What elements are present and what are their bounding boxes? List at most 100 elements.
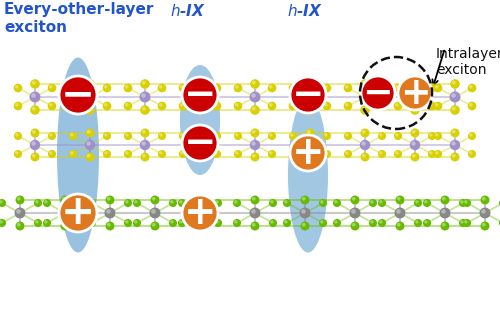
Circle shape [412,130,416,134]
Circle shape [302,223,306,226]
Circle shape [284,220,288,224]
Circle shape [68,102,78,110]
Ellipse shape [288,98,328,253]
Circle shape [362,130,366,134]
Circle shape [459,199,467,207]
Circle shape [252,130,256,134]
Circle shape [150,196,160,204]
Circle shape [468,132,476,140]
Circle shape [270,200,274,203]
Circle shape [179,220,182,224]
Circle shape [305,79,315,89]
Text: −: − [184,124,216,162]
Circle shape [412,81,416,85]
Circle shape [424,220,428,224]
Circle shape [252,197,256,201]
Circle shape [307,130,310,134]
Circle shape [395,103,398,106]
Circle shape [32,130,35,134]
Circle shape [345,151,348,155]
Circle shape [252,154,256,158]
Circle shape [86,107,90,111]
Circle shape [480,208,490,219]
Circle shape [290,103,294,106]
Circle shape [442,197,446,201]
Circle shape [463,219,471,227]
Circle shape [250,152,260,162]
Circle shape [468,150,476,158]
Circle shape [362,107,366,111]
Circle shape [125,85,128,89]
Circle shape [214,85,218,89]
Circle shape [179,150,187,158]
Circle shape [379,133,382,137]
Circle shape [180,85,184,89]
Circle shape [43,199,51,207]
Text: Every-other-layer
exciton: Every-other-layer exciton [4,2,154,35]
Circle shape [142,81,146,85]
Circle shape [306,93,311,98]
Circle shape [250,91,260,102]
Circle shape [182,125,218,161]
Circle shape [234,150,242,158]
Circle shape [290,135,326,171]
Circle shape [305,140,315,150]
Circle shape [182,77,218,113]
Circle shape [213,150,221,158]
Circle shape [428,102,436,110]
Circle shape [284,200,288,203]
Circle shape [252,107,256,111]
Circle shape [86,93,91,98]
Circle shape [234,200,237,203]
Circle shape [152,223,156,226]
Circle shape [396,221,404,231]
Circle shape [333,199,341,207]
Circle shape [234,84,242,92]
Circle shape [70,151,73,155]
Circle shape [379,103,382,106]
Circle shape [322,102,332,110]
Circle shape [345,103,348,106]
Circle shape [140,152,149,162]
Circle shape [49,103,52,106]
Circle shape [289,132,297,140]
Circle shape [464,200,468,203]
Circle shape [428,132,436,140]
Circle shape [70,103,73,106]
Circle shape [344,150,352,158]
Circle shape [252,141,256,146]
Circle shape [14,150,22,158]
Circle shape [370,200,374,203]
Circle shape [252,223,256,226]
Circle shape [378,199,386,207]
Circle shape [86,129,94,138]
Circle shape [159,151,162,155]
Circle shape [60,196,70,204]
Circle shape [394,84,402,92]
Circle shape [140,140,150,150]
Circle shape [80,220,84,224]
Circle shape [86,81,90,85]
Circle shape [88,219,96,227]
Circle shape [412,107,416,111]
Circle shape [322,84,332,92]
Circle shape [178,102,188,110]
Circle shape [85,79,95,89]
Circle shape [429,151,432,155]
Circle shape [283,219,291,227]
Circle shape [215,220,218,224]
Circle shape [140,105,150,115]
Circle shape [178,219,186,227]
Circle shape [103,132,111,140]
Circle shape [434,102,442,110]
Circle shape [44,220,48,224]
Circle shape [290,77,326,113]
Circle shape [15,151,18,155]
Circle shape [442,223,446,226]
Circle shape [324,133,328,137]
Circle shape [235,85,238,89]
Circle shape [195,105,205,115]
Circle shape [440,208,450,219]
Circle shape [350,196,360,204]
Circle shape [452,107,456,111]
